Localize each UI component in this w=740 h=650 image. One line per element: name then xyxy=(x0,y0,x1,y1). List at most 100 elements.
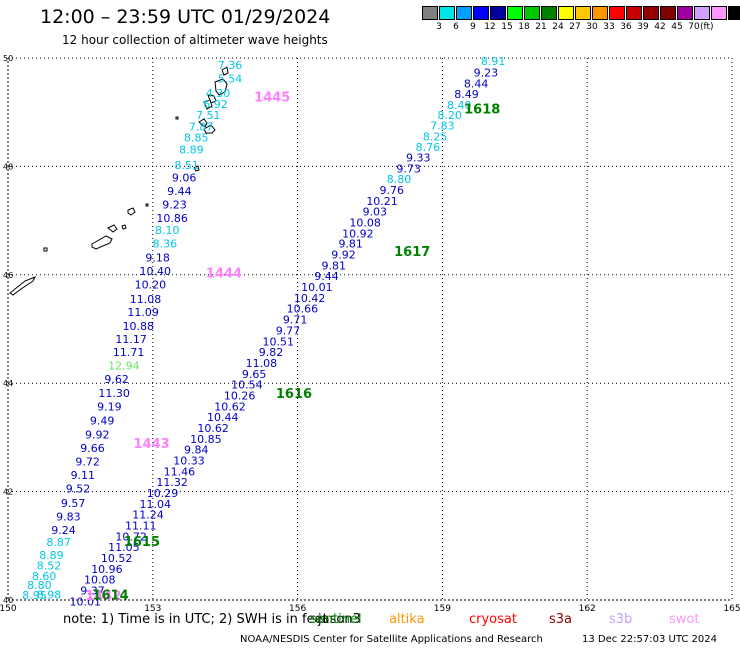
swh-value: 9.65 xyxy=(242,368,267,381)
map-frame xyxy=(7,57,733,601)
swh-value: 9.18 xyxy=(145,251,170,264)
footer-note: note: 1) Time is in UTC; 2) SWH is in fe… xyxy=(63,612,328,627)
swh-value: 9.06 xyxy=(172,172,197,185)
legend-swatch xyxy=(456,6,472,20)
swh-value: 7.51 xyxy=(196,109,221,122)
lon-tick-label: 150 xyxy=(0,604,17,614)
legend-swatch xyxy=(609,6,625,20)
swh-value: 9.81 xyxy=(322,259,347,272)
pass-time-label: 1445 xyxy=(254,90,290,105)
swh-value: 9.77 xyxy=(276,324,301,337)
swh-value: 11.11 xyxy=(125,520,157,533)
swh-value: 9.84 xyxy=(184,444,209,457)
swh-value: 8.98 xyxy=(37,588,62,601)
swh-value: 7.87 xyxy=(189,121,214,134)
swh-value: 11.08 xyxy=(130,293,162,306)
swh-value: 10.51 xyxy=(263,335,295,348)
swh-value: 11.04 xyxy=(139,498,171,511)
swh-value: 10.01 xyxy=(301,281,333,294)
swh-value: 8.40 xyxy=(447,99,472,112)
legend-swatch xyxy=(728,6,740,20)
swh-value: 9.44 xyxy=(167,185,192,198)
swh-value: 8.89 xyxy=(39,549,64,562)
swh-value: 10.52 xyxy=(101,552,133,565)
swh-value: 11.09 xyxy=(127,306,159,319)
swh-value: 10.33 xyxy=(173,455,205,468)
legend-swatch xyxy=(592,6,608,20)
swh-value: 10.88 xyxy=(123,320,155,333)
legend-label: 70 xyxy=(688,22,700,32)
legend-label: 18 xyxy=(518,22,530,32)
lat-tick-label: 40 xyxy=(3,596,13,605)
legend-label: 45 xyxy=(671,22,683,32)
swh-value: 9.44 xyxy=(314,270,339,283)
lat-tick-label: 46 xyxy=(3,271,13,280)
swh-value: 11.71 xyxy=(113,346,145,359)
lon-tick-label: 165 xyxy=(723,604,740,614)
legend-swatch xyxy=(541,6,557,20)
pass-time-label: 1615 xyxy=(124,535,160,550)
swh-value: 9.24 xyxy=(51,524,76,537)
legend-swatch xyxy=(422,6,438,20)
swh-value: 10.86 xyxy=(156,212,188,225)
legend-swatch xyxy=(694,6,710,20)
swh-value: 9.23 xyxy=(162,199,187,212)
swh-value: 9.57 xyxy=(61,497,86,510)
pass-time-label: 1442 xyxy=(85,589,121,604)
legend-label: 42 xyxy=(654,22,666,32)
swh-value: 8.25 xyxy=(423,130,448,143)
altimeter-tracks: 7.365.544.306.927.517.878.858.898.519.06… xyxy=(22,55,505,608)
swh-value: 11.46 xyxy=(164,465,196,478)
swh-value: 11.30 xyxy=(98,387,130,400)
lon-tick-label: 156 xyxy=(289,604,306,614)
pass-time-label: 1614 xyxy=(92,588,128,603)
swh-value: 8.20 xyxy=(437,109,462,122)
swh-value: 9.23 xyxy=(474,66,499,79)
legend-swatch xyxy=(575,6,591,20)
swh-value: 8.87 xyxy=(46,536,71,549)
swh-value: 8.36 xyxy=(153,238,178,251)
swh-value: 10.29 xyxy=(147,487,179,500)
legend-label: 15 xyxy=(501,22,513,32)
swh-value: 11.32 xyxy=(156,476,188,489)
swh-value: 11.08 xyxy=(246,357,278,370)
legend-swatch xyxy=(677,6,693,20)
pass-time-label: 1444 xyxy=(206,267,242,282)
swh-value: 8.95 xyxy=(22,589,47,602)
chart-title: 12:00 – 23:59 UTC 01/29/2024 xyxy=(40,6,331,28)
swh-value: 10.44 xyxy=(207,411,239,424)
swh-value: 6.92 xyxy=(203,98,228,111)
satellite-label: swot xyxy=(669,612,700,627)
swh-value: 10.92 xyxy=(342,227,374,240)
satellite-label: s3a xyxy=(549,612,573,627)
swh-value: 9.81 xyxy=(338,238,363,251)
satellite-label: jason3 xyxy=(318,612,361,627)
swh-value: 9.76 xyxy=(379,184,404,197)
swh-value: 8.89 xyxy=(179,143,204,156)
swh-value: 8.76 xyxy=(416,141,441,154)
legend-swatch xyxy=(507,6,523,20)
legend-swatch xyxy=(643,6,659,20)
swh-value: 10.08 xyxy=(349,217,381,230)
lat-tick-label: 44 xyxy=(3,379,13,388)
legend-label: 24 xyxy=(552,22,564,32)
swh-value: 9.11 xyxy=(71,469,96,482)
legend-swatch xyxy=(524,6,540,20)
credit-line: NOAA/NESDIS Center for Satellite Applica… xyxy=(240,634,543,645)
pass-time-label: 1617 xyxy=(394,245,430,260)
swh-value: 8.49 xyxy=(454,88,479,101)
swh-value: 10.26 xyxy=(224,389,256,402)
legend-label: 12 xyxy=(484,22,496,32)
lat-tick-label: 48 xyxy=(3,162,13,171)
swh-value: 10.96 xyxy=(91,563,123,576)
swh-value: 8.80 xyxy=(387,173,412,186)
swh-value: 9.33 xyxy=(406,152,431,165)
swh-value: 9.62 xyxy=(104,373,129,386)
swh-value: 8.80 xyxy=(27,579,52,592)
satellite-label: cryosat xyxy=(469,612,517,627)
swh-value: 9.72 xyxy=(75,456,100,469)
pass-time-labels: 1445 1444 1443 1442 1618 1617 1616 1615 1614 xyxy=(85,90,500,604)
pass-time-label: 1443 xyxy=(133,437,169,452)
legend-swatch xyxy=(660,6,676,20)
